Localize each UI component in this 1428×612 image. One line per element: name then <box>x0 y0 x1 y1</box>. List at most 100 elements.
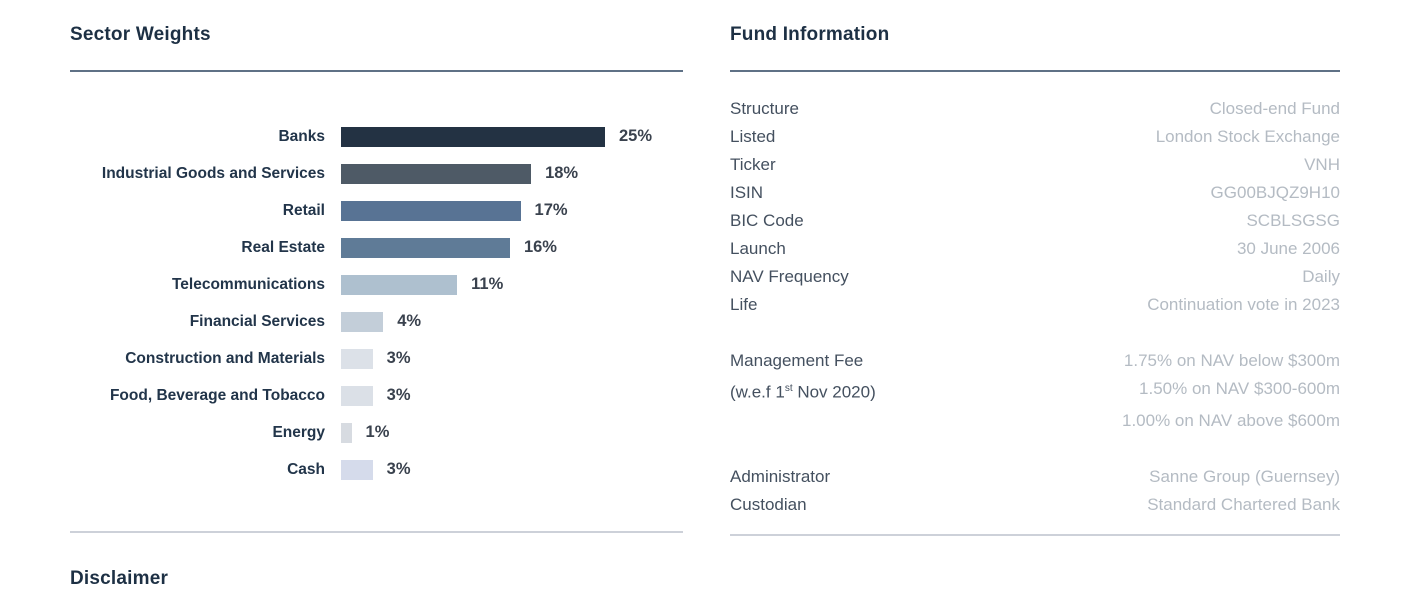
bar-area: 3% <box>341 459 683 480</box>
fund-info-value: Sanne Group (Guernsey) <box>1149 466 1340 486</box>
fund-info-row: Ticker VNH <box>730 151 1340 179</box>
chart-row: Cash 3% <box>70 451 683 488</box>
sector-value: 11% <box>471 275 504 293</box>
bar-area: 3% <box>341 385 683 406</box>
fund-info-value: Closed-end Fund <box>1209 99 1340 118</box>
sector-label: Real Estate <box>241 238 325 256</box>
fund-info-row: Listed London Stock Exchange <box>730 123 1340 151</box>
fund-information-title: Fund Information <box>730 24 890 45</box>
sector-label: Energy <box>272 423 325 441</box>
bar-area: 25% <box>341 126 683 147</box>
sector-value: 18% <box>545 164 579 182</box>
sector-bar <box>341 348 373 369</box>
sector-label: Banks <box>278 127 325 145</box>
chart-row: Financial Services 4% <box>70 303 683 340</box>
fund-information-section: Fund Information Structure Closed-end Fun… <box>730 24 1340 590</box>
sector-bar <box>341 237 510 258</box>
bar-area: 17% <box>341 200 683 221</box>
sector-weights-section: Sector Weights Banks 25% Industrial Goods … <box>70 24 683 590</box>
sector-label: Food, Beverage and Tobacco <box>109 386 325 404</box>
sector-weights-bottom-divider <box>70 531 683 533</box>
fund-information-bottom-divider <box>730 533 1340 536</box>
bar-area: 1% <box>341 422 683 443</box>
fund-info-key: Management Fee <box>730 351 864 370</box>
fund-info-key: (w.e.f 1st Nov 2020) <box>730 382 876 402</box>
fund-info-key: Custodian <box>730 494 807 514</box>
sector-bar <box>341 274 458 295</box>
fund-info-row: Administrator Sanne Group (Guernsey) <box>730 463 1340 491</box>
chart-row: Construction and Materials 3% <box>70 340 683 377</box>
sector-bar <box>341 422 352 443</box>
sector-weights-divider <box>70 70 683 72</box>
fund-info-value: GG00BJQZ9H10 <box>1210 183 1340 202</box>
fund-info-row: BIC Code SCBLSGSG <box>730 207 1340 235</box>
fund-factsheet-page: Sector Weights Banks 25% Industrial Goods … <box>70 24 1340 590</box>
chart-row: Food, Beverage and Tobacco 3% <box>70 377 683 414</box>
fund-info-value: Continuation vote in 2023 <box>1147 295 1340 314</box>
fund-info-value: VNH <box>1304 155 1340 174</box>
sector-label: Industrial Goods and Services <box>101 164 325 182</box>
chart-row: Retail 17% <box>70 192 683 229</box>
sector-bar <box>341 163 532 184</box>
fund-info-key: Listed <box>730 127 776 146</box>
fund-info-row: Launch 30 June 2006 <box>730 235 1340 263</box>
sector-value: 17% <box>534 201 568 219</box>
bar-area: 4% <box>341 311 683 332</box>
sector-bar <box>341 459 373 480</box>
sector-value: 3% <box>386 460 411 478</box>
sector-label: Financial Services <box>189 312 325 330</box>
sector-value: 25% <box>619 127 653 145</box>
chart-row: Real Estate 16% <box>70 229 683 266</box>
sector-value: 3% <box>386 349 411 367</box>
sector-weights-chart: Banks 25% Industrial Goods and Services 18%… <box>70 118 683 488</box>
chart-row: Banks 25% <box>70 118 683 155</box>
fund-info-value: 30 June 2006 <box>1236 239 1340 258</box>
sector-bar <box>341 200 521 221</box>
sector-label: Retail <box>282 201 325 219</box>
bar-area: 18% <box>341 163 683 184</box>
fund-info-key: Launch <box>730 239 786 258</box>
bar-area: 16% <box>341 237 683 258</box>
sector-bar <box>341 311 384 332</box>
fund-info-key: Ticker <box>730 155 776 174</box>
sector-label: Construction and Materials <box>125 349 325 367</box>
fund-info-key: Structure <box>730 99 799 118</box>
sector-value: 16% <box>523 238 557 256</box>
chart-row: Energy 1% <box>70 414 683 451</box>
disclaimer-title: Disclaimer <box>70 568 169 589</box>
fund-information-table: Structure Closed-end Fund Listed London Sto… <box>730 95 1340 519</box>
fund-info-key: Administrator <box>730 466 831 486</box>
fund-info-row: Structure Closed-end Fund <box>730 95 1340 123</box>
fund-info-value: 1.00% on NAV above $600m <box>1122 410 1340 430</box>
sector-bar <box>341 126 605 147</box>
chart-row: Telecommunications 11% <box>70 266 683 303</box>
chart-row: Industrial Goods and Services 18% <box>70 155 683 192</box>
sector-value: 4% <box>397 312 422 330</box>
sector-bar <box>341 385 373 406</box>
fund-info-value: London Stock Exchange <box>1155 127 1340 146</box>
sector-weights-title: Sector Weights <box>70 24 211 45</box>
fund-info-value: SCBLSGSG <box>1246 211 1340 230</box>
fund-info-row: 1.00% on NAV above $600m <box>730 407 1340 435</box>
fund-info-row: NAV Frequency Daily <box>730 263 1340 291</box>
fund-info-value: Daily <box>1302 267 1340 286</box>
sector-label: Cash <box>287 460 325 478</box>
fund-info-key: Life <box>730 295 758 314</box>
fund-info-value: 1.75% on NAV below $300m <box>1123 351 1340 370</box>
fund-info-value: Standard Chartered Bank <box>1147 494 1340 514</box>
sector-label: Telecommunications <box>171 275 325 293</box>
fund-info-row: Custodian Standard Chartered Bank <box>730 491 1340 519</box>
bar-area: 11% <box>341 274 683 295</box>
sector-value: 1% <box>365 423 390 441</box>
fund-info-key: ISIN <box>730 183 764 202</box>
sector-value: 3% <box>386 386 411 404</box>
fund-info-row: Management Fee 1.75% on NAV below $300m <box>730 347 1340 375</box>
fund-info-key: BIC Code <box>730 211 804 230</box>
fund-info-key: NAV Frequency <box>730 267 849 286</box>
fund-information-divider <box>730 70 1340 72</box>
fund-info-row: ISIN GG00BJQZ9H10 <box>730 179 1340 207</box>
fund-info-value: 1.50% on NAV $300-600m <box>1139 379 1340 398</box>
fund-info-row: (w.e.f 1st Nov 2020) 1.50% on NAV $300-60… <box>730 375 1340 407</box>
fund-info-row: Life Continuation vote in 2023 <box>730 291 1340 319</box>
bar-area: 3% <box>341 348 683 369</box>
